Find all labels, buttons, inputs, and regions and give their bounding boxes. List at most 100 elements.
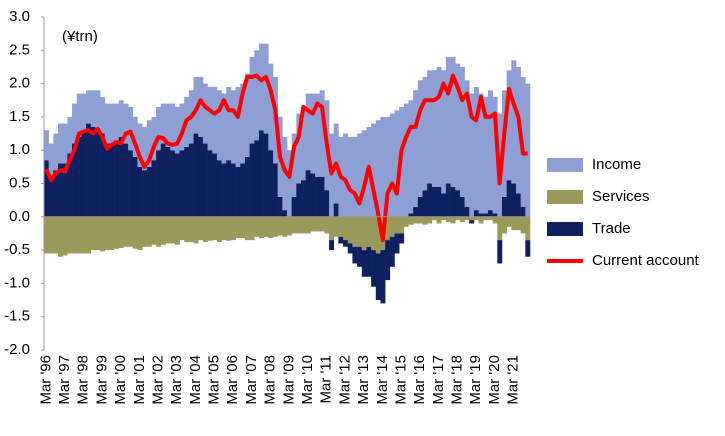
bar-segment bbox=[515, 216, 521, 231]
bar-segment bbox=[319, 176, 325, 217]
bar-segment bbox=[441, 193, 447, 217]
x-tick-label: Mar '08 bbox=[262, 355, 279, 405]
bar-segment bbox=[324, 190, 330, 217]
bar-segment bbox=[511, 183, 517, 217]
bar-segment bbox=[375, 216, 381, 254]
bar-segment bbox=[268, 63, 274, 151]
x-tick-label: Mar '07 bbox=[243, 355, 260, 405]
bar-segment bbox=[329, 216, 335, 241]
bar-segment bbox=[100, 96, 106, 134]
bar-segment bbox=[44, 130, 49, 161]
bar-segment bbox=[413, 90, 419, 207]
bar-segment bbox=[315, 216, 321, 232]
bar-segment bbox=[413, 206, 419, 217]
bar-segment bbox=[118, 216, 124, 249]
bar-segment bbox=[436, 216, 442, 224]
bar-segment bbox=[343, 216, 349, 241]
x-tick-label: Mar '04 bbox=[187, 355, 204, 405]
bar-segment bbox=[249, 56, 255, 144]
legend-label: Income bbox=[592, 156, 641, 173]
bar-segment bbox=[151, 216, 157, 245]
y-axis-unit: (¥trn) bbox=[62, 28, 98, 45]
bar-segment bbox=[506, 216, 512, 227]
bar-segment bbox=[156, 106, 162, 151]
legend-label: Services bbox=[592, 188, 650, 205]
bar-segment bbox=[62, 216, 68, 256]
bar-segment bbox=[478, 93, 484, 214]
bar-segment bbox=[422, 216, 428, 225]
bar-segment bbox=[128, 150, 134, 217]
bar-segment bbox=[95, 90, 101, 131]
bar-segment bbox=[361, 216, 367, 251]
bar-segment bbox=[146, 166, 152, 217]
bar-segment bbox=[473, 86, 479, 211]
bar-segment bbox=[58, 123, 63, 164]
bar-segment bbox=[263, 133, 269, 217]
bar-segment bbox=[497, 240, 503, 264]
bar-segment bbox=[464, 206, 470, 217]
bar-segment bbox=[464, 80, 470, 207]
bar-segment bbox=[118, 136, 124, 217]
bar-segment bbox=[254, 216, 260, 237]
bar-segment bbox=[174, 106, 180, 154]
y-tick-label: -2.0 bbox=[4, 341, 30, 358]
bar-segment bbox=[371, 123, 377, 217]
bar-segment bbox=[478, 213, 484, 217]
bar-segment bbox=[165, 103, 171, 147]
bar-segment bbox=[240, 83, 246, 164]
legend-label: Trade bbox=[592, 220, 631, 237]
bar-segment bbox=[445, 216, 451, 223]
bar-segment bbox=[216, 90, 222, 161]
bar-segment bbox=[216, 160, 222, 217]
bar-segment bbox=[216, 216, 222, 243]
y-tick-label: 0.5 bbox=[9, 174, 30, 191]
bar-segment bbox=[81, 93, 87, 131]
bar-segment bbox=[403, 216, 409, 227]
y-tick-label: 2.0 bbox=[9, 75, 30, 92]
bar-segment bbox=[394, 110, 400, 217]
bar-segment bbox=[123, 143, 129, 217]
bar-segment bbox=[198, 76, 204, 137]
bar-segment bbox=[202, 143, 208, 217]
bar-segment bbox=[48, 143, 54, 177]
bar-segment bbox=[389, 113, 395, 217]
bar-segment bbox=[72, 143, 78, 217]
bar-segment bbox=[109, 216, 115, 251]
bar-segment bbox=[357, 216, 363, 247]
bar-segment bbox=[160, 103, 166, 144]
bar-segment bbox=[487, 90, 493, 211]
bar-segment bbox=[137, 166, 143, 217]
bar-segment bbox=[343, 133, 349, 217]
bar-segment bbox=[315, 93, 321, 177]
bar-segment bbox=[230, 90, 236, 164]
bar-segment bbox=[525, 83, 531, 217]
bar-segment bbox=[399, 216, 405, 234]
bar-segment bbox=[497, 216, 503, 241]
bar-segment bbox=[72, 216, 78, 254]
bar-segment bbox=[455, 63, 461, 191]
bar-segment bbox=[258, 43, 264, 131]
bar-segment bbox=[72, 103, 78, 144]
legend-swatch bbox=[547, 222, 583, 236]
bar-segment bbox=[170, 103, 176, 151]
x-tick-label: Mar '19 bbox=[467, 355, 484, 405]
bar-segment bbox=[310, 173, 316, 217]
bar-segment bbox=[86, 90, 92, 124]
bar-segment bbox=[90, 216, 96, 251]
bar-segment bbox=[506, 70, 512, 181]
bar-segment bbox=[146, 120, 152, 167]
legend-label: Current account bbox=[592, 252, 700, 269]
bar-segment bbox=[179, 216, 185, 241]
bar-segment bbox=[160, 216, 166, 245]
bar-segment bbox=[100, 133, 106, 217]
bar-segment bbox=[137, 216, 143, 251]
bar-segment bbox=[357, 246, 363, 267]
bar-segment bbox=[394, 216, 400, 234]
bar-segment bbox=[277, 216, 283, 236]
bar-segment bbox=[394, 233, 400, 254]
bar-segment bbox=[431, 186, 437, 217]
bar-segment bbox=[441, 70, 447, 194]
bar-segment bbox=[305, 93, 311, 171]
bar-segment bbox=[422, 76, 428, 191]
bar-segment bbox=[417, 196, 423, 217]
